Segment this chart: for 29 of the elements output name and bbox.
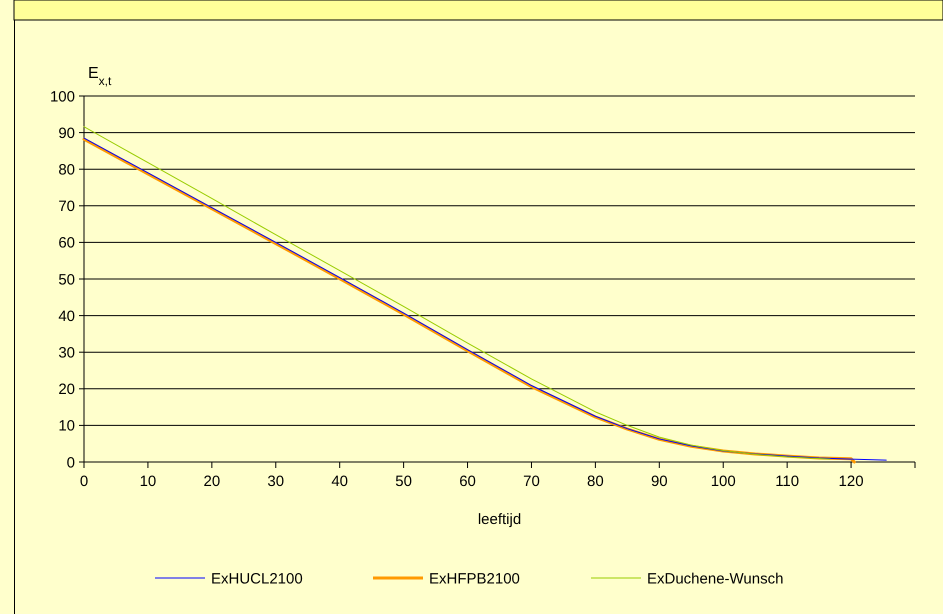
y-tick-label: 80 bbox=[58, 161, 75, 178]
y-tick-label: 20 bbox=[58, 381, 75, 398]
x-tick-label: 20 bbox=[204, 473, 220, 490]
y-tick-label: 100 bbox=[50, 88, 75, 106]
legend-label: ExDuchene-Wunsch bbox=[647, 570, 784, 588]
y-tick-label: 70 bbox=[58, 198, 75, 216]
x-tick-label: 50 bbox=[395, 473, 412, 490]
x-axis-title: leeftijd bbox=[478, 511, 522, 528]
x-tick-label: 40 bbox=[331, 473, 348, 490]
y-tick-label: 10 bbox=[58, 418, 75, 435]
legend-label: ExHUCL2100 bbox=[211, 570, 303, 588]
y-axis-title: E$_{x,t}$ bbox=[88, 65, 112, 88]
x-tick-label: 80 bbox=[587, 473, 604, 490]
y-tick-label: 60 bbox=[58, 234, 75, 252]
x-tick-label: 120 bbox=[838, 473, 864, 490]
x-tick-label: 60 bbox=[459, 473, 476, 490]
x-tick-label: 110 bbox=[775, 473, 800, 490]
y-tick-label: 50 bbox=[58, 271, 75, 288]
x-tick-label: 0 bbox=[80, 473, 88, 490]
y-tick-label: 40 bbox=[58, 308, 75, 325]
x-tick-label: 10 bbox=[140, 473, 156, 490]
x-tick-label: 70 bbox=[523, 473, 540, 490]
x-tick-label: 100 bbox=[710, 473, 736, 490]
y-tick-label: 30 bbox=[58, 344, 75, 362]
y-tick-label: 0 bbox=[66, 454, 75, 472]
y-tick-label: 90 bbox=[58, 124, 75, 142]
legend-label: ExHFPB2100 bbox=[429, 570, 520, 588]
x-tick-label: 90 bbox=[650, 473, 668, 490]
x-tick-label: 30 bbox=[267, 473, 284, 490]
